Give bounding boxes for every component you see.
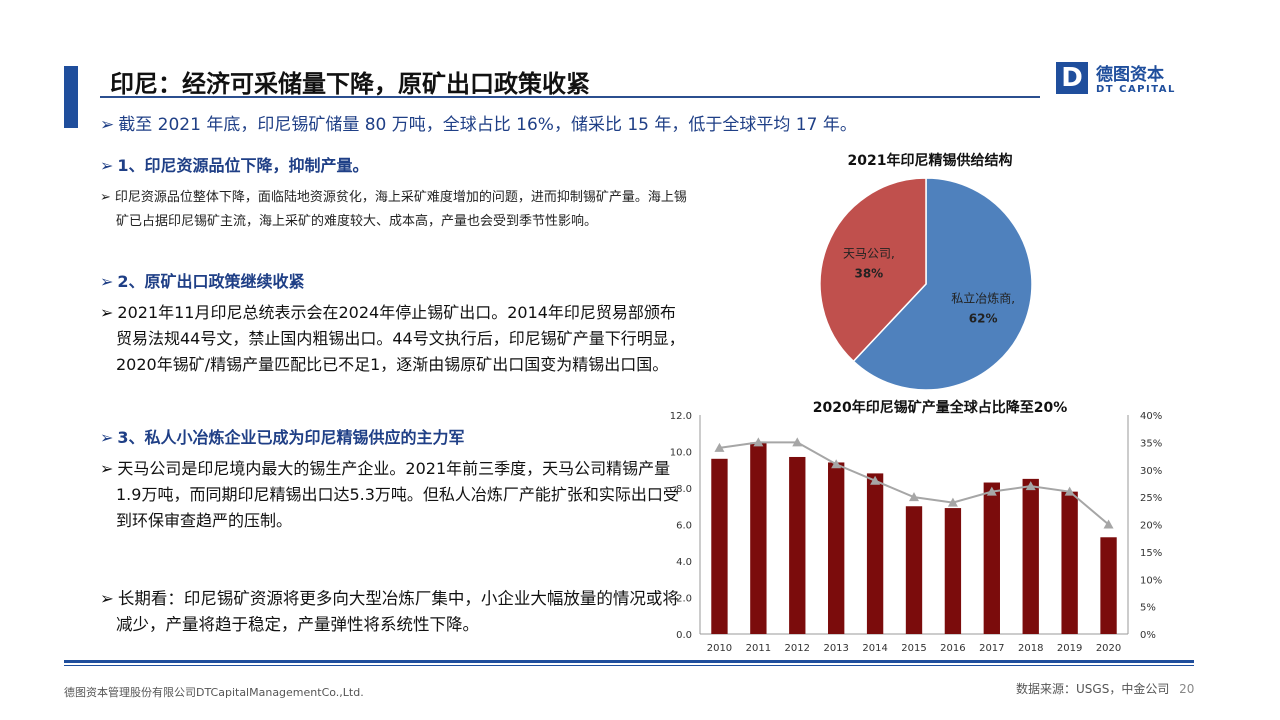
share-marker-2014 [870,475,881,485]
bar-2020 [1100,537,1117,634]
x-tick-2017: 2017 [979,643,1004,654]
dt-logo-icon: D [1056,62,1088,94]
bar-2019 [1061,491,1078,634]
bullet-arrow-icon: ➢ [100,303,114,322]
y-right-tick-4: 20% [1140,521,1162,532]
y-right-tick-3: 15% [1140,548,1162,559]
share-marker-2017 [986,486,997,496]
section2-body: ➢ 2021年11月印尼总统表示会在2024年停止锡矿出口。2014年印尼贸易部颁… [100,300,686,378]
x-tick-2015: 2015 [901,643,926,654]
bar-line-chart: 0.0 2.0 4.0 6.0 8.0 10.0 12.0 0% 5% 10% 15% 20% 25% 3… [670,411,1163,654]
summary-text: 截至 2021 年底，印尼锡矿储量 80 万吨，全球占比 16%，储采比 15 … [118,115,857,135]
bullet-arrow-icon: ➢ [100,156,114,175]
summary-line: ➢ 截至 2021 年底，印尼锡矿储量 80 万吨，全球占比 16%，储采比 15… [100,110,857,135]
pie-slice-0 [852,177,1033,391]
logo-text-cn: 德图资本 [1096,65,1164,85]
x-tick-2010: 2010 [707,643,732,654]
longterm-text: 长期看：印尼锡矿资源将更多向大型冶炼厂集中，小企业大幅放量的情况或将减少，产量将… [116,589,679,634]
share-marker-2020 [1103,519,1114,529]
share-marker-2016 [947,497,958,507]
y-right-tick-8: 40% [1140,411,1162,422]
y-right-tick-7: 35% [1140,438,1162,449]
bar-2014 [866,473,884,634]
share-marker-2015 [909,492,919,502]
pie-label-1: 天马公司, [843,246,895,260]
bar-2012 [789,456,806,634]
section3-body-text: 天马公司是印尼境内最大的锡生产企业。2021年前三季度，天马公司精锡产量1.9万… [116,459,679,530]
bar-2010 [711,458,728,634]
bar-2011 [750,442,767,634]
section1-body: ➢ 印尼资源品位整体下降，面临陆地资源贫化，海上采矿难度增加的问题，进而抑制锡矿产… [100,186,696,234]
y-left-tick-4: 8.0 [676,484,692,495]
section3-heading: ➢ 3、私人小冶炼企业已成为印尼精锡供应的主力军 [100,424,465,448]
x-tick-2018: 2018 [1018,643,1043,654]
footer-rule [64,660,1194,663]
y-right-tick-1: 5% [1140,603,1156,614]
company-footer: 德图资本管理股份有限公司DTCapitalManagementCo.,Ltd. [64,686,364,699]
y-right-tick-5: 25% [1140,493,1162,504]
share-marker-2018 [1025,481,1036,491]
x-tick-2019: 2019 [1057,643,1082,654]
y-left-tick-6: 12.0 [670,411,692,422]
footer-rule-thin [64,665,1194,666]
section1-heading-text: 1、印尼资源品位下降，抑制产量。 [117,156,369,175]
bar-2016 [944,508,962,634]
bar-2015 [905,506,923,634]
pie-value-0: 62% [969,312,998,326]
y-right-tick-2: 10% [1140,575,1162,586]
bar-chart-title: 2020年印尼锡矿产量全球占比降至20% [812,400,1068,416]
section2-body-text: 2021年11月印尼总统表示会在2024年停止锡矿出口。2014年印尼贸易部颁布… [116,303,685,374]
share-marker-2011 [753,437,764,447]
pie-label-0: 私立冶炼商, [951,291,1015,306]
y-left-tick-3: 6.0 [676,521,692,532]
y-left-tick-5: 10.0 [670,448,692,459]
section1-body-text: 印尼资源品位整体下降，面临陆地资源贫化，海上采矿难度增加的问题，进而抑制锡矿产量… [114,190,687,229]
bullet-arrow-icon: ➢ [100,428,114,447]
pie-value-1: 38% [854,266,883,280]
longterm-note: ➢ 长期看：印尼锡矿资源将更多向大型冶炼厂集中，小企业大幅放量的情况或将减少，产量… [100,586,686,638]
bullet-arrow-icon: ➢ [100,115,115,135]
pie-slice-1 [819,177,927,363]
logo-text-en: DT CAPITAL [1096,84,1176,95]
section3-heading-text: 3、私人小冶炼企业已成为印尼精锡供应的主力军 [117,428,465,447]
title-rule [100,96,1040,98]
y-right-tick-0: 0% [1140,630,1156,641]
bar-2018 [1022,478,1039,634]
y-left-tick-1: 2.0 [676,594,692,605]
title-accent-bar [64,66,78,128]
y-left-tick-0: 0.0 [676,630,692,641]
section3-body: ➢ 天马公司是印尼境内最大的锡生产企业。2021年前三季度，天马公司精锡产量1.9… [100,456,686,534]
share-marker-2019 [1064,486,1075,496]
bullet-arrow-icon: ➢ [100,272,114,291]
source-footer: 数据来源：USGS，中金公司 20 [1016,680,1194,697]
page-number: 20 [1179,682,1195,696]
x-tick-2011: 2011 [746,643,771,654]
x-tick-2012: 2012 [785,643,810,654]
bar-2013 [828,462,845,634]
share-marker-2013 [831,459,842,469]
data-source: 数据来源：USGS，中金公司 [1016,682,1170,696]
y-left-tick-2: 4.0 [676,557,692,568]
y-right-tick-6: 30% [1140,466,1162,477]
bullet-arrow-icon: ➢ [100,589,114,608]
pie-chart: 私立冶炼商, 62% 天马公司, 38% [819,177,1033,391]
share-marker-2012 [792,437,803,447]
bullet-arrow-icon: ➢ [100,190,111,205]
x-tick-2013: 2013 [823,643,848,654]
share-marker-2010 [714,442,725,452]
bar-2017 [983,482,1000,634]
page-title: 印尼：经济可采储量下降，原矿出口政策收紧 [110,70,590,98]
section1-heading: ➢ 1、印尼资源品位下降，抑制产量。 [100,152,369,176]
x-tick-2014: 2014 [862,643,887,654]
section2-heading-text: 2、原矿出口政策继续收紧 [117,272,305,291]
x-tick-2020: 2020 [1096,643,1121,654]
bullet-arrow-icon: ➢ [100,459,114,478]
section2-heading: ➢ 2、原矿出口政策继续收紧 [100,268,305,292]
x-tick-2016: 2016 [940,643,965,654]
pie-chart-title: 2021年印尼精锡供给结构 [847,153,1013,169]
